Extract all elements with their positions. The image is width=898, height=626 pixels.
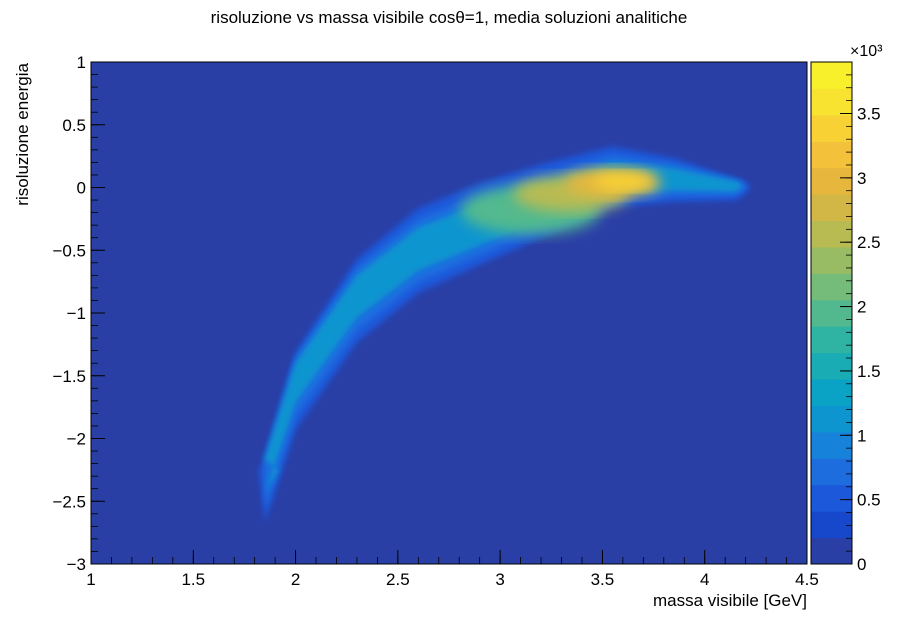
colorbar-band: [811, 326, 852, 354]
colorbar-tick-label: 0: [857, 555, 866, 574]
y-tick-label: 1: [77, 53, 86, 72]
density-contour-1: [258, 146, 750, 523]
colorbar-band: [811, 299, 852, 327]
colorbar-band: [811, 88, 852, 116]
colorbar-band: [811, 114, 852, 142]
y-tick-label: −1: [67, 304, 86, 323]
x-tick-label: 1.5: [181, 570, 205, 589]
colorbar-band: [811, 405, 852, 433]
colorbar-band: [811, 141, 852, 169]
colorbar-band: [811, 458, 852, 486]
colorbar-band: [811, 379, 852, 406]
x-tick-label: 2: [291, 570, 300, 589]
colorbar-tick-label: 3.5: [857, 104, 881, 123]
colorbar-multiplier: ×10³: [850, 43, 883, 60]
colorbar-band: [811, 220, 852, 248]
y-tick-label: −1.5: [52, 367, 86, 386]
x-tick-label: 3.5: [591, 570, 615, 589]
y-tick-label: 0: [77, 179, 86, 198]
plot-background: [91, 62, 807, 564]
x-tick-label: 2.5: [386, 570, 410, 589]
y-axis-label: risoluzione energia: [13, 62, 32, 205]
x-tick-label: 3: [495, 570, 504, 589]
colorbar-tick-label: 1: [857, 426, 866, 445]
colorbar-band: [811, 194, 852, 222]
colorbar-band: [811, 537, 852, 565]
colorbar-band: [811, 273, 852, 301]
colorbar-band: [811, 167, 852, 195]
y-tick-label: −3: [67, 555, 86, 574]
density-core-4: [592, 172, 653, 191]
colorbar-band: [811, 484, 852, 512]
colorbar-tick-label: 3: [857, 169, 866, 188]
y-tick-label: 0.5: [62, 116, 86, 135]
y-tick-label: −0.5: [52, 241, 86, 260]
y-tick-label: −2.5: [52, 492, 86, 511]
x-tick-label: 1: [86, 570, 95, 589]
colorbar-frame: [810, 61, 853, 565]
x-tick-label: 4.5: [795, 570, 819, 589]
colorbar-band: [811, 431, 852, 459]
x-tick-label: 4: [700, 570, 709, 589]
colorbar-tick-label: 1.5: [857, 362, 881, 381]
chart-title: risoluzione vs massa visibile cosθ=1, me…: [210, 8, 688, 27]
colorbar-band: [811, 62, 852, 89]
x-axis-label: massa visibile [GeV]: [653, 591, 807, 610]
colorbar-tick-label: 2: [857, 298, 866, 317]
colorbar-tick-label: 0.5: [857, 491, 881, 510]
y-tick-label: −2: [67, 430, 86, 449]
colorbar-band: [811, 246, 852, 274]
colorbar-band: [811, 511, 852, 539]
colorbar-tick-label: 2.5: [857, 233, 881, 252]
colorbar-band: [811, 352, 852, 380]
